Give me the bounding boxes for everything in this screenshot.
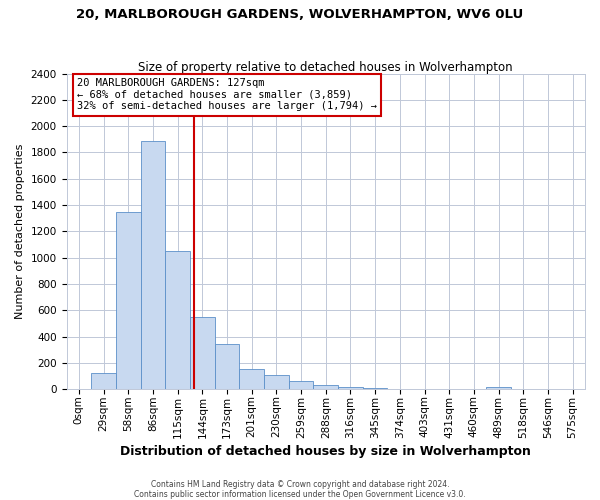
Bar [190,317,215,389]
Bar [388,388,412,389]
Text: Contains HM Land Registry data © Crown copyright and database right 2024.
Contai: Contains HM Land Registry data © Crown c… [134,480,466,499]
Bar [363,388,388,389]
Bar [264,376,289,389]
Bar [338,387,363,389]
Bar [116,212,140,389]
Bar [313,385,338,389]
Bar [140,140,165,389]
Bar [289,382,313,389]
Text: 20 MARLBOROUGH GARDENS: 127sqm
← 68% of detached houses are smaller (3,859)
32% : 20 MARLBOROUGH GARDENS: 127sqm ← 68% of … [77,78,377,112]
Bar [486,387,511,389]
Bar [165,251,190,389]
Bar [91,374,116,389]
Text: 20, MARLBOROUGH GARDENS, WOLVERHAMPTON, WV6 0LU: 20, MARLBOROUGH GARDENS, WOLVERHAMPTON, … [76,8,524,20]
Title: Size of property relative to detached houses in Wolverhampton: Size of property relative to detached ho… [139,60,513,74]
Y-axis label: Number of detached properties: Number of detached properties [15,144,25,319]
Bar [215,344,239,389]
Bar [239,370,264,389]
X-axis label: Distribution of detached houses by size in Wolverhampton: Distribution of detached houses by size … [121,444,531,458]
